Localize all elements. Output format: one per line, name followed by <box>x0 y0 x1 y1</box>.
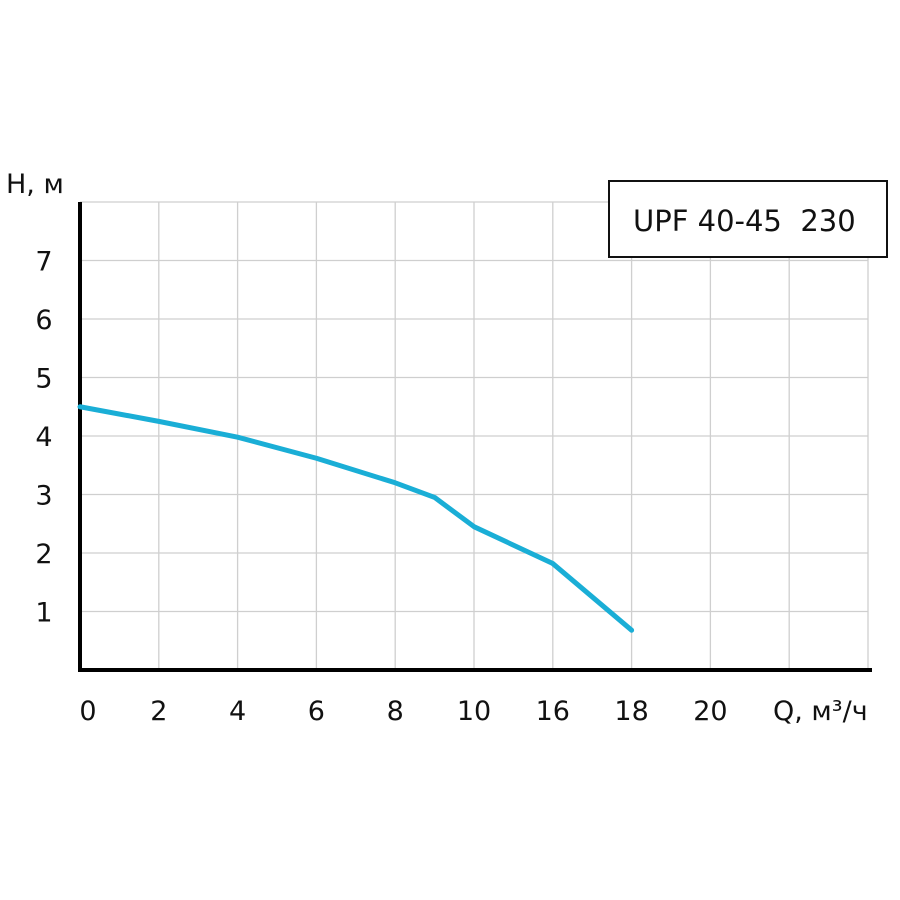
x-tick-label: 10 <box>457 696 491 727</box>
legend-label: UPF 40-45 230 <box>633 204 856 238</box>
x-tick-label: 16 <box>536 696 570 727</box>
y-tick-label: 5 <box>35 364 52 395</box>
x-tick-label: 2 <box>150 696 167 727</box>
y-tick-label: 1 <box>35 598 52 629</box>
chart-grid <box>80 201 869 670</box>
x-tick-label: 18 <box>614 696 648 727</box>
x-tick-label: 8 <box>387 696 404 727</box>
y-tick-label: 3 <box>35 481 52 512</box>
x-axis-label: Q, м³/ч <box>773 696 868 727</box>
chart-ticks: 0 2 4 6 8 10 16 18 20 1 2 3 4 5 6 7 <box>35 247 727 728</box>
x-tick-label: 4 <box>229 696 246 727</box>
chart-axes <box>78 202 872 672</box>
chart-series <box>77 404 635 633</box>
y-tick-label: 6 <box>35 305 52 336</box>
x-tick-label: 20 <box>693 696 727 727</box>
y-tick-label: 7 <box>35 247 52 278</box>
y-tick-label: 2 <box>35 539 52 570</box>
y-tick-label: 4 <box>35 422 52 453</box>
x-tick-label: 0 <box>79 696 96 727</box>
y-axis-label: H, м <box>6 169 64 200</box>
legend-box: UPF 40-45 230 <box>608 180 888 258</box>
x-tick-label: 6 <box>308 696 325 727</box>
series-line <box>77 404 635 633</box>
